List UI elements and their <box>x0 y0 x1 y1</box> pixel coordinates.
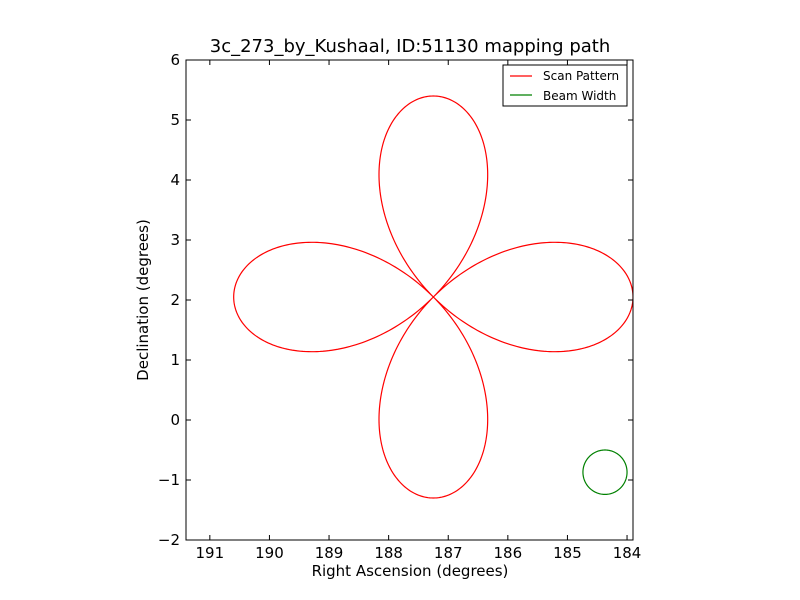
x-tick-label: 184 <box>613 544 642 562</box>
series-line-beam-width <box>582 449 628 496</box>
y-tick-label: 1 <box>170 351 180 369</box>
y-tick-label: 2 <box>170 291 180 309</box>
y-tick-label: 0 <box>170 411 180 429</box>
y-tick-label: −1 <box>158 471 180 489</box>
legend-label-beam-width: Beam Width <box>543 89 616 103</box>
legend: Scan Pattern Beam Width <box>502 64 628 107</box>
legend-box <box>502 64 628 107</box>
x-tick-label: 188 <box>374 544 403 562</box>
x-tick-label: 185 <box>553 544 582 562</box>
y-tick-label: 6 <box>170 51 180 69</box>
y-tick-label: 5 <box>170 111 180 129</box>
y-axis: −2 −1 0 1 2 3 4 5 6 <box>158 51 633 549</box>
series-line-scan-pattern <box>233 95 633 499</box>
x-tick-label: 187 <box>434 544 463 562</box>
x-axis: 191 190 189 188 187 186 185 184 <box>196 60 642 562</box>
y-tick-label: −2 <box>158 531 180 549</box>
x-tick-label: 189 <box>315 544 344 562</box>
y-tick-label: 3 <box>170 231 180 249</box>
y-tick-label: 4 <box>170 171 180 189</box>
chart-title: 3c_273_by_Kushaal, ID:51130 mapping path <box>210 36 611 57</box>
plot-area <box>186 60 633 540</box>
legend-label-scan-pattern: Scan Pattern <box>543 69 619 83</box>
x-tick-label: 190 <box>255 544 284 562</box>
x-tick-label: 186 <box>494 544 523 562</box>
series-layer <box>233 95 633 499</box>
x-tick-label: 191 <box>196 544 225 562</box>
x-axis-label: Right Ascension (degrees) <box>312 562 509 580</box>
y-axis-label: Declination (degrees) <box>134 219 152 381</box>
